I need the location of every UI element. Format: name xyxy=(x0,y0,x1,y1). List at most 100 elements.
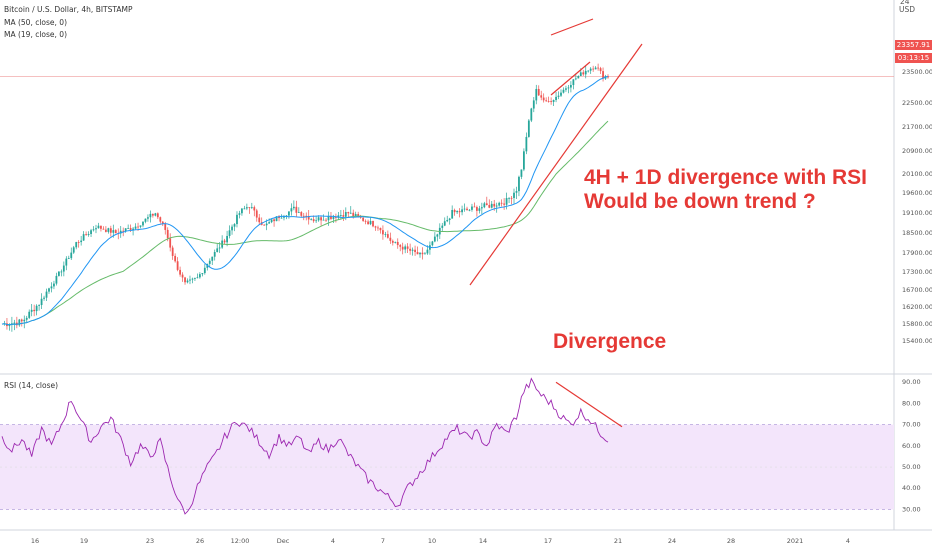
candle-body xyxy=(555,96,557,101)
candle-body xyxy=(85,234,87,235)
candle-body xyxy=(151,213,154,216)
candle-body xyxy=(233,224,236,227)
candle-body xyxy=(248,207,251,208)
candle-body xyxy=(537,88,540,96)
candle-body xyxy=(25,317,28,320)
candle-body xyxy=(572,79,575,86)
candle-body xyxy=(386,234,389,238)
price-wedge-trendline xyxy=(550,61,591,96)
candle-body xyxy=(419,252,421,255)
price-tick-label: 20900.00 xyxy=(902,147,932,155)
candle-body xyxy=(57,271,60,276)
candle-body xyxy=(171,247,174,256)
time-tick-label: 19 xyxy=(80,537,88,545)
candle-body xyxy=(320,217,322,221)
candle-body xyxy=(250,207,253,208)
candle-body xyxy=(587,70,590,72)
candle-body xyxy=(33,309,36,312)
candle-body xyxy=(374,226,377,228)
candle-body xyxy=(495,205,498,207)
time-tick-label: 10 xyxy=(428,537,436,545)
candle-body xyxy=(357,214,360,217)
rsi-tick-label: 40.00 xyxy=(902,484,921,492)
candle-body xyxy=(18,319,21,326)
candle-body xyxy=(295,206,298,213)
price-support-trendline xyxy=(469,43,643,286)
candle-body xyxy=(510,197,513,199)
candle-body xyxy=(471,206,473,210)
candle-body xyxy=(28,311,31,318)
candle-body xyxy=(565,88,567,90)
candle-body xyxy=(228,230,231,236)
candle-body xyxy=(67,258,70,259)
candle-body xyxy=(241,208,243,214)
candle-body xyxy=(307,215,310,220)
ma19-line xyxy=(1,75,609,326)
last-price-tag: 23357.91 xyxy=(895,40,932,50)
candle-body xyxy=(184,277,186,283)
candle-body xyxy=(164,223,167,230)
price-tick-label: 19600.00 xyxy=(902,189,932,197)
candle-body xyxy=(349,212,352,214)
candle-body xyxy=(255,210,258,218)
candle-body xyxy=(238,213,241,215)
candle-body xyxy=(112,230,115,233)
candle-body xyxy=(394,241,397,243)
candle-body xyxy=(602,71,604,79)
candle-body xyxy=(216,248,219,253)
price-tick-label: 23500.00 xyxy=(902,68,932,76)
candle-body xyxy=(53,283,55,287)
candle-body xyxy=(483,203,486,208)
candle-body xyxy=(461,209,463,213)
candle-body xyxy=(490,203,493,208)
candle-body xyxy=(181,274,184,278)
candle-body xyxy=(159,217,162,222)
candle-body xyxy=(243,208,246,210)
candle-body xyxy=(142,221,144,226)
rsi-divergence-trendline xyxy=(555,381,623,428)
rsi-legend: RSI (14, close) xyxy=(4,381,59,390)
candle-body xyxy=(174,255,177,262)
time-tick-label: 4 xyxy=(846,537,850,545)
candle-body xyxy=(109,228,112,233)
time-tick-label: 21 xyxy=(614,537,622,545)
candle-body xyxy=(456,211,459,213)
candle-body xyxy=(409,248,412,251)
candle-body xyxy=(599,68,602,72)
candle-body xyxy=(223,240,226,243)
candle-body xyxy=(468,209,471,211)
candle-body xyxy=(258,217,261,223)
candle-body xyxy=(55,275,58,284)
candle-body xyxy=(364,220,367,222)
candle-body xyxy=(377,227,379,229)
candle-body xyxy=(513,192,515,198)
candle-body xyxy=(154,213,157,216)
candle-body xyxy=(8,324,11,327)
candle-body xyxy=(411,249,414,251)
ma19-legend: MA (19, close, 0) xyxy=(4,30,68,39)
candle-body xyxy=(493,203,496,207)
candle-body xyxy=(476,207,478,211)
rsi-tick-label: 30.00 xyxy=(902,505,921,513)
candle-body xyxy=(592,68,595,70)
candle-body xyxy=(132,228,134,230)
time-tick-label: 28 xyxy=(727,537,735,545)
candle-body xyxy=(288,211,290,216)
candle-body xyxy=(391,240,394,243)
candle-body xyxy=(102,228,105,230)
candle-body xyxy=(245,207,248,209)
candle-body xyxy=(317,217,320,221)
candle-body xyxy=(451,209,454,219)
candle-body xyxy=(166,229,169,239)
price-tick-label: 21700.00 xyxy=(902,123,932,131)
candle-body xyxy=(560,92,562,96)
candle-body xyxy=(191,278,194,280)
candle-body xyxy=(582,72,585,75)
candle-body xyxy=(508,197,510,199)
candle-body xyxy=(226,235,228,243)
candle-body xyxy=(107,228,110,232)
candle-body xyxy=(147,217,149,219)
price-tick-label: 16700.00 xyxy=(902,286,932,294)
rsi-tick-label: 90.00 xyxy=(902,378,921,386)
